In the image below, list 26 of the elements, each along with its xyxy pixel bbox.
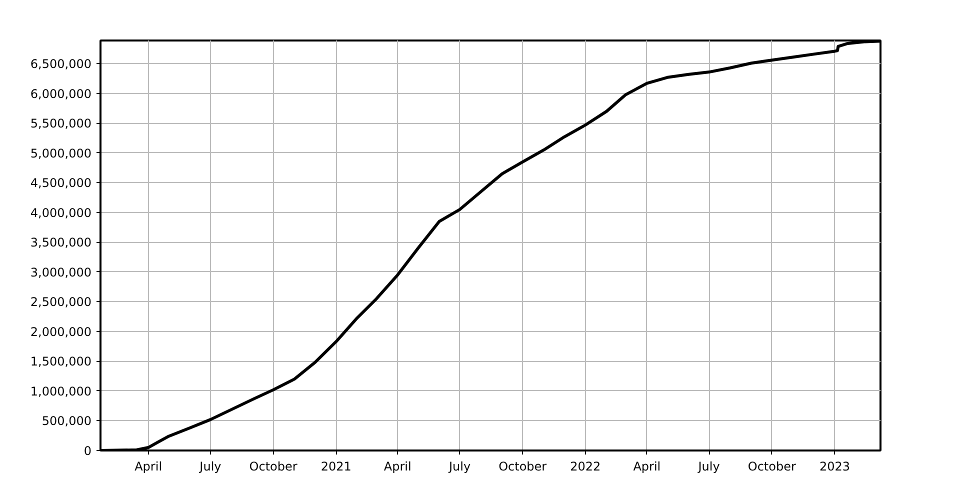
y-tick-label: 2,000,000 bbox=[30, 324, 92, 339]
y-tick-label: 3,000,000 bbox=[30, 265, 92, 280]
y-tick-label: 0 bbox=[84, 444, 92, 458]
x-tick-label: October bbox=[249, 460, 298, 474]
x-tick-label: 2021 bbox=[320, 460, 352, 474]
x-tick-label: October bbox=[498, 460, 547, 474]
y-tick-label: 1,500,000 bbox=[30, 354, 92, 369]
x-tick-label: 2022 bbox=[570, 460, 601, 474]
y-tick-label: 5,500,000 bbox=[30, 116, 92, 131]
x-tick-label: 2023 bbox=[819, 460, 850, 474]
y-tick-label: 5,000,000 bbox=[30, 146, 92, 160]
y-tick-label: 6,000,000 bbox=[30, 86, 92, 101]
x-tick-label: July bbox=[448, 460, 471, 474]
x-tick-label: July bbox=[198, 460, 222, 474]
y-tick-label: 6,500,000 bbox=[30, 57, 92, 72]
x-tick-label: July bbox=[697, 460, 720, 474]
x-tick-label: April bbox=[633, 460, 661, 474]
y-tick-label: 1,000,000 bbox=[30, 384, 92, 398]
y-tick-label: 4,500,000 bbox=[30, 176, 92, 190]
y-tick-label: 3,500,000 bbox=[30, 236, 92, 250]
x-tick-label: October bbox=[748, 460, 796, 474]
y-tick-label: 4,000,000 bbox=[30, 206, 92, 220]
y-tick-label: 500,000 bbox=[42, 414, 92, 428]
y-tick-label: 2,500,000 bbox=[30, 295, 92, 310]
x-tick-label: April bbox=[384, 460, 412, 474]
x-tick-label: April bbox=[134, 460, 162, 474]
